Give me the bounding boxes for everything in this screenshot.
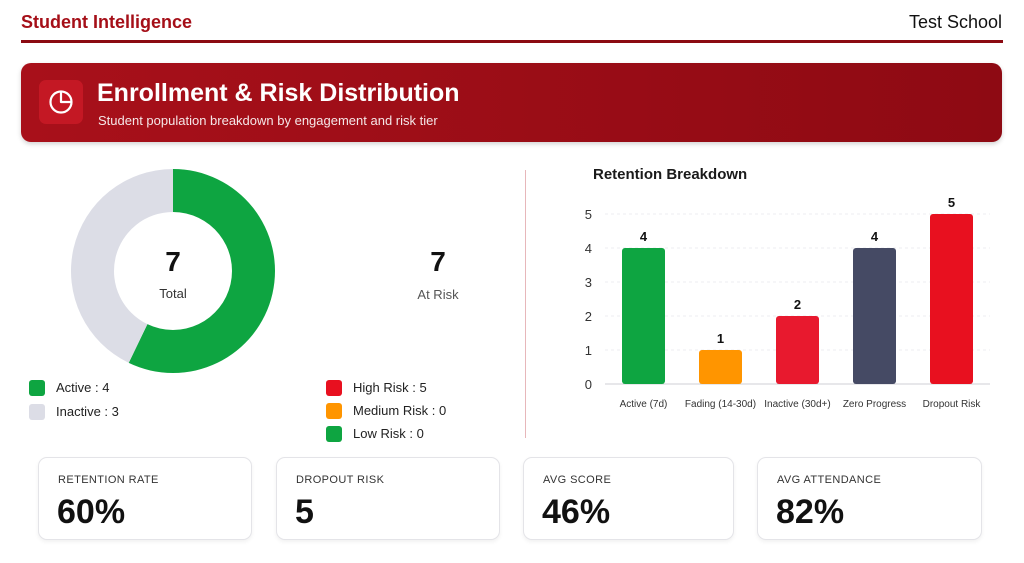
kpi-label: DROPOUT RISK: [296, 474, 385, 486]
bar-active-7d: [622, 248, 665, 384]
kpi-value: 46%: [542, 493, 611, 531]
section-banner: Enrollment & Risk Distribution Student p…: [21, 63, 1002, 142]
kpi-value: 5: [295, 493, 314, 531]
legend-label: Medium Risk : 0: [353, 403, 447, 418]
section-divider: [525, 170, 526, 438]
top-bar: Student Intelligence Test School: [21, 0, 1003, 43]
bar-dropout-risk: [930, 214, 973, 384]
bar-value-label: 2: [794, 297, 801, 312]
x-tick-label: Fading (14-30d): [685, 399, 756, 410]
bar-fading-14-30d: [699, 350, 742, 384]
donut-segment-active: [128, 169, 275, 373]
y-tick-label: 1: [585, 343, 592, 358]
bar-value-label: 5: [948, 195, 955, 210]
y-tick-label: 4: [585, 241, 592, 256]
x-tick-label: Active (7d): [620, 399, 668, 410]
bar-value-label: 1: [717, 331, 724, 346]
kpi-value: 82%: [776, 493, 845, 531]
bar-zero-progress: [853, 248, 896, 384]
kpi-card-avg-score: AVG SCORE 46%: [523, 457, 734, 540]
y-tick-label: 5: [585, 207, 592, 222]
x-tick-label: Dropout Risk: [923, 399, 982, 410]
bar-chart-canvas: 0 1 2 3 4 5 4 Active (7d) 1 Fading (14-30d) 2 Inact…: [585, 195, 990, 410]
bar-value-label: 4: [871, 229, 879, 244]
legend-swatch: [29, 404, 45, 420]
kpi-label: AVG SCORE: [543, 474, 612, 486]
y-tick-label: 0: [585, 377, 592, 392]
app-title[interactable]: Student Intelligence: [21, 12, 193, 32]
section-title: Enrollment & Risk Distribution: [97, 79, 460, 107]
retention-breakdown-chart: Retention Breakdown 0 1 2 3 4 5 4 Active (7d) 1 F…: [560, 160, 1000, 420]
at-risk-value: 7: [430, 246, 446, 277]
kpi-card-avg-attendance: AVG ATTENDANCE 82%: [757, 457, 982, 540]
y-tick-label: 3: [585, 275, 592, 290]
legend-label: Low Risk : 0: [353, 426, 424, 441]
kpi-card-retention-rate: RETENTION RATE 60%: [38, 457, 252, 540]
pie-chart-icon: [39, 80, 83, 124]
legend-swatch: [326, 426, 342, 442]
school-name: Test School: [908, 12, 1002, 32]
at-risk-label: At Risk: [417, 287, 459, 302]
x-tick-label: Inactive (30d+): [764, 399, 830, 410]
donut-total-value: 7: [165, 246, 181, 277]
section-subtitle: Student population breakdown by engageme…: [98, 113, 438, 128]
legend-label: Inactive : 3: [56, 404, 119, 419]
kpi-label: RETENTION RATE: [58, 474, 159, 486]
legend-label: High Risk : 5: [353, 380, 427, 395]
enrollment-donut-chart: 7 Total: [71, 169, 275, 373]
x-tick-label: Zero Progress: [843, 399, 906, 410]
bar-inactive-30d: [776, 316, 819, 384]
chart-title: Retention Breakdown: [593, 166, 748, 183]
kpi-label: AVG ATTENDANCE: [777, 474, 882, 486]
legend-swatch: [326, 380, 342, 396]
y-tick-label: 2: [585, 309, 592, 324]
legend-label: Active : 4: [56, 380, 110, 395]
donut-segment-inactive: [71, 169, 173, 363]
donut-total-label: Total: [159, 286, 187, 301]
legend-swatch: [29, 380, 45, 396]
kpi-value: 60%: [57, 493, 126, 531]
kpi-card-dropout-risk: DROPOUT RISK 5: [276, 457, 500, 540]
legend-swatch: [326, 403, 342, 419]
bar-value-label: 4: [640, 229, 648, 244]
